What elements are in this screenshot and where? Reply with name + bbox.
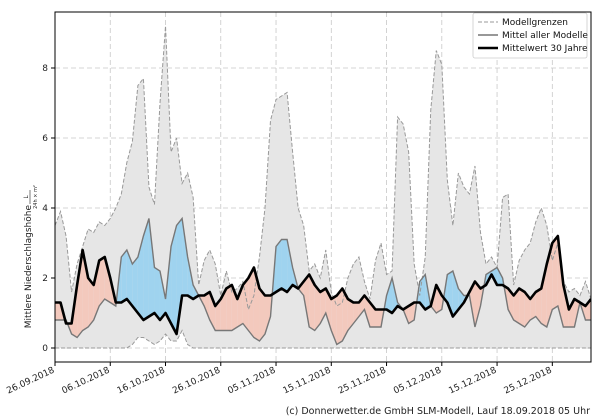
x-tick-label: 16.10.2018 [116,366,167,397]
deviation-fill-above [176,218,183,334]
deviation-fill-below [314,285,321,331]
series-line-mittel-aller-modelle [55,216,591,346]
deviation-fill-below [303,274,310,327]
deviation-fill-below [264,295,271,334]
deviation-fill-below [513,288,520,324]
deviation-fill-below [204,292,210,320]
deviation-fill-below [215,299,221,331]
deviation-fill-below [242,278,249,331]
deviation-fill-below [474,281,481,327]
deviation-fill-below [342,288,348,341]
deviation-fill-below [535,288,542,324]
deviation-fill-below [546,243,553,327]
deviation-fill-below [82,250,89,331]
deviation-fill-above [182,218,188,296]
deviation-fill-below [55,302,61,320]
x-tick-label: 15.12.2018 [447,366,498,397]
legend-label-modellgrenzen: Modellgrenzen [502,18,568,28]
deviation-fill-below [88,278,94,327]
deviation-fill-below [541,264,547,327]
y-tick-label: 0 [42,344,48,354]
deviation-fill-below [519,288,525,327]
deviation-fill-below [552,236,558,310]
x-tick-label: 26.09.2018 [5,366,56,397]
series-line-modellgrenzen-min [55,329,591,349]
deviation-fill-above [121,250,127,303]
y-axis-unit-numerator: L [23,195,30,199]
plot-area [55,25,591,349]
deviation-fill-above [159,271,166,320]
deviation-fill-above [458,288,464,310]
legend-label-mittelwert-30-jahre: Mittelwert 30 Jahre [502,44,588,54]
deviation-fills [55,218,591,345]
series-line-mittelwert-30-jahre [55,234,591,336]
deviation-fill-above [143,218,149,320]
deviation-fill-below [364,295,370,327]
deviation-fill-above [154,267,160,320]
y-tick-label: 4 [42,204,48,214]
deviation-fill-below [209,292,216,331]
deviation-fill-below [336,288,343,345]
deviation-fill-below [436,285,442,313]
deviation-fill-below [408,302,415,324]
x-tick-label: 26.10.2018 [171,366,222,397]
deviation-fill-above [287,239,293,292]
y-tick-label: 6 [42,134,48,144]
deviation-fill-below [226,285,232,331]
legend-box [472,12,588,59]
x-tick-label: 15.11.2018 [282,366,333,397]
x-tick-label: 06.10.2018 [61,366,112,397]
plot-frame [54,11,592,363]
deviation-fill-above [148,218,155,317]
y-axis: 0 2 4 6 8 [42,64,55,354]
deviation-fill-below [99,257,105,306]
deviation-fill-above [281,239,288,292]
deviation-fill-below [77,250,83,338]
x-tick-label: 25.12.2018 [503,366,554,397]
deviation-fill-above [171,225,177,334]
y-axis-unit-denominator: 24h × m² [33,185,39,209]
deviation-fill-above [126,250,133,306]
x-axis: 26.09.2018 06.10.2018 16.10.2018 26.10.2018… [5,362,554,397]
deviation-fill-below [309,274,315,331]
legend: Modellgrenzen Mittel aller Modelle Mitte… [472,12,588,59]
deviation-fill-above [386,278,393,313]
y-axis-title: Mittlere Niederschlagshöhe L 24h × m² [23,185,39,328]
deviation-fill-above [452,271,459,317]
deviation-fill-below [259,288,265,341]
deviation-fill-below [524,292,531,327]
y-axis-title-text: Mittlere Niederschlagshöhe [24,205,34,329]
x-tick-label: 25.11.2018 [337,366,388,397]
deviation-fill-below [93,260,100,320]
x-tick-label: 05.11.2018 [226,366,277,397]
deviation-fill-below [375,309,382,327]
deviation-fill-below [347,299,354,331]
deviation-fill-above [137,236,144,320]
deviation-fill-below [568,299,575,327]
deviation-fill-below [358,295,365,317]
legend-label-mittel-aller-modelle: Mittel aller Modelle [502,31,588,41]
deviation-fill-above [276,239,282,292]
deviation-fill-above [132,257,138,313]
deviation-fill-above [497,267,503,285]
y-tick-label: 2 [42,274,48,284]
deviation-fill-below [237,285,243,327]
x-tick-label: 05.12.2018 [392,366,443,397]
y-tick-label: 8 [42,64,48,74]
copyright-footer: (c) Donnerwetter.de GmbH SLM-Modell, Lau… [285,406,590,417]
deviation-fill-below [104,257,111,303]
